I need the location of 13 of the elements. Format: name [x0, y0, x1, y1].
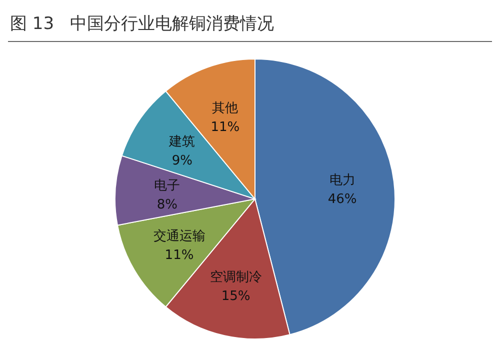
data-label: 9%: [172, 154, 193, 169]
data-label: 8%: [156, 197, 178, 212]
data-label: 11%: [164, 248, 194, 263]
slice-label: 电子: [154, 178, 180, 194]
data-label: 11%: [210, 120, 240, 136]
slice-label: 电力: [329, 172, 356, 188]
slice-label: 其他: [212, 101, 238, 116]
slice-label: 交通运输: [153, 228, 206, 244]
data-label: 46%: [328, 192, 357, 207]
slice-label: 空调制冷: [210, 270, 262, 285]
chart-title: 图 13 中国分行业电解铜消费情况: [8, 8, 492, 42]
data-label: 15%: [221, 288, 250, 304]
slice-label: 建筑: [168, 134, 196, 150]
